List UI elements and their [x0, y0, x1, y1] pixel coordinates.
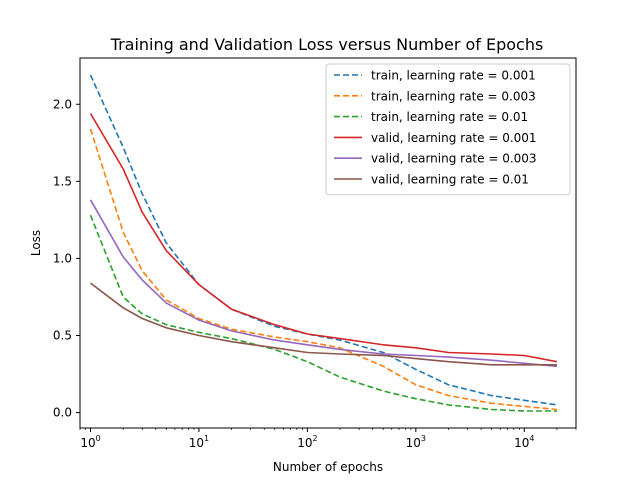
y-tick-label: 1.5 — [53, 174, 72, 188]
y-tick-label: 2.0 — [53, 97, 72, 111]
series-line-2 — [89, 128, 557, 411]
x-tick-label: 104 — [514, 434, 534, 450]
x-tick-label: 101 — [189, 434, 209, 450]
legend-label: train, learning rate = 0.01 — [371, 110, 528, 124]
series-line-4 — [89, 113, 558, 363]
legend-label: valid, learning rate = 0.003 — [371, 152, 537, 166]
y-tick-label: 0.0 — [53, 406, 72, 420]
y-axis-label: Loss — [29, 230, 43, 256]
series-line-5 — [89, 199, 557, 368]
series-line-1 — [89, 74, 558, 406]
series-lines — [89, 74, 558, 412]
legend: train, learning rate = 0.001 train, learn… — [325, 63, 571, 196]
x-tick-label: 103 — [406, 434, 426, 450]
chart-title: Training and Validation Loss versus Numb… — [110, 35, 544, 54]
x-tick-label: 100 — [80, 434, 100, 450]
legend-label: train, learning rate = 0.003 — [371, 89, 536, 103]
axes-frame — [79, 57, 577, 429]
x-tick-label: 102 — [297, 434, 317, 450]
y-tick-label: 0.5 — [53, 329, 72, 343]
x-axis-label: Number of epochs — [273, 460, 383, 474]
x-axis: 100 101 102 103 104 — [79, 428, 577, 450]
legend-label: train, learning rate = 0.001 — [371, 69, 536, 83]
legend-label: valid, learning rate = 0.001 — [371, 131, 537, 145]
legend-box — [325, 63, 571, 196]
y-tick-label: 1.0 — [53, 251, 72, 265]
y-axis: 0.0 0.5 1.0 1.5 2.0 — [53, 97, 80, 420]
legend-label: valid, learning rate = 0.01 — [371, 173, 529, 187]
series-line-6 — [90, 282, 557, 366]
series-line-3 — [89, 214, 557, 412]
